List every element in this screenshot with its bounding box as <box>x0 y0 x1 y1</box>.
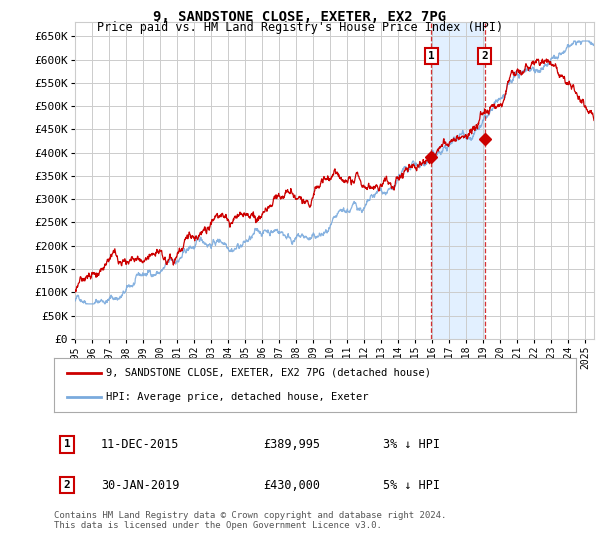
Text: Contains HM Land Registry data © Crown copyright and database right 2024.
This d: Contains HM Land Registry data © Crown c… <box>54 511 446 530</box>
Text: 3% ↓ HPI: 3% ↓ HPI <box>383 438 440 451</box>
Text: £430,000: £430,000 <box>263 479 320 492</box>
Text: HPI: Average price, detached house, Exeter: HPI: Average price, detached house, Exet… <box>106 392 368 402</box>
Text: £389,995: £389,995 <box>263 438 320 451</box>
Text: 5% ↓ HPI: 5% ↓ HPI <box>383 479 440 492</box>
Text: 9, SANDSTONE CLOSE, EXETER, EX2 7PG: 9, SANDSTONE CLOSE, EXETER, EX2 7PG <box>154 10 446 24</box>
Text: 2: 2 <box>481 50 488 60</box>
Text: 30-JAN-2019: 30-JAN-2019 <box>101 479 179 492</box>
Text: 11-DEC-2015: 11-DEC-2015 <box>101 438 179 451</box>
Text: 2: 2 <box>64 480 70 490</box>
Text: Price paid vs. HM Land Registry's House Price Index (HPI): Price paid vs. HM Land Registry's House … <box>97 21 503 34</box>
Text: 1: 1 <box>64 439 70 449</box>
Bar <box>431 22 485 339</box>
Text: 9, SANDSTONE CLOSE, EXETER, EX2 7PG (detached house): 9, SANDSTONE CLOSE, EXETER, EX2 7PG (det… <box>106 368 431 378</box>
Text: 1: 1 <box>428 50 435 60</box>
